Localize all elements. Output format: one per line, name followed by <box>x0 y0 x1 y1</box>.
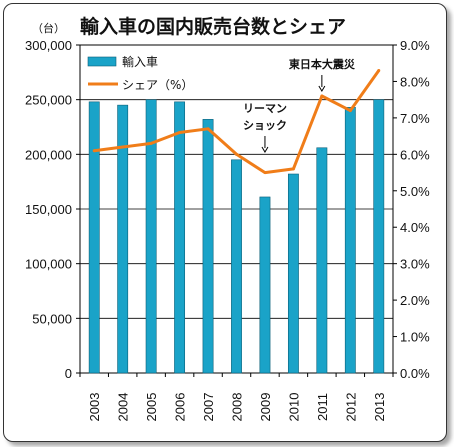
chart-title: 輸入車の国内販売台数とシェア <box>80 15 346 38</box>
annotation-label: リーマン <box>243 102 287 115</box>
y-right-tick-label: 5.0% <box>400 184 430 199</box>
x-tick-label: 2004 <box>116 393 131 422</box>
y-left-tick-label: 100,000 <box>25 257 72 272</box>
x-tick-label: 2003 <box>87 393 102 422</box>
x-tick-label: 2010 <box>286 393 301 422</box>
y-right-tick-label: 1.0% <box>400 330 430 345</box>
bar <box>316 147 328 374</box>
legend-line-label: シェア（%） <box>122 78 193 92</box>
bar <box>202 119 214 374</box>
y-right-tick-label: 6.0% <box>400 147 430 162</box>
share-point <box>320 94 324 98</box>
bar <box>344 107 356 374</box>
x-tick-label: 2007 <box>201 393 216 422</box>
bar <box>373 99 385 374</box>
bar <box>287 173 299 374</box>
x-tick-label: 2011 <box>315 393 330 421</box>
y-left-tick-label: 250,000 <box>25 93 72 108</box>
x-tick-label: 2013 <box>372 393 387 422</box>
bar <box>88 101 100 374</box>
y-left-tick-label: 50,000 <box>32 311 72 326</box>
y-left-tick-label: 150,000 <box>25 202 72 217</box>
share-point <box>377 69 381 73</box>
x-tick-label: 2012 <box>343 393 358 422</box>
legend-bar-swatch <box>87 56 117 67</box>
y-right-tick-label: 3.0% <box>400 257 430 272</box>
annotation-label: 東日本大震災 <box>289 57 356 71</box>
y-right-tick-label: 7.0% <box>400 111 430 126</box>
bar <box>145 99 157 374</box>
x-tick-label: 2006 <box>173 393 188 422</box>
y-unit-label: （台） <box>32 21 65 35</box>
y-left-tick-label: 200,000 <box>25 147 72 162</box>
share-point <box>235 152 238 156</box>
y-right-tick-label: 8.0% <box>400 74 430 89</box>
bar <box>174 101 186 374</box>
bar <box>231 159 242 374</box>
share-point <box>178 130 182 134</box>
x-tick-label: 2005 <box>144 393 159 422</box>
x-tick-label: 2008 <box>230 393 245 422</box>
legend-bar-label: 輸入車 <box>122 54 158 69</box>
y-left-tick-label: 0 <box>65 366 72 381</box>
share-point <box>206 127 210 131</box>
annotation-arrowhead <box>318 85 326 92</box>
share-point <box>92 149 96 153</box>
share-point <box>263 171 267 175</box>
x-tick-label: 2009 <box>258 393 273 422</box>
y-right-tick-label: 9.0% <box>400 38 430 53</box>
share-point <box>348 109 352 113</box>
y-right-tick-label: 4.0% <box>400 220 430 235</box>
y-right-tick-label: 2.0% <box>400 293 430 308</box>
y-right-tick-label: 0.0% <box>400 366 430 381</box>
share-point <box>291 167 295 171</box>
share-point <box>149 141 153 145</box>
annotation-arrowhead <box>261 146 269 153</box>
bar <box>259 196 271 374</box>
share-point <box>121 145 125 149</box>
annotation-label: ショック <box>243 119 287 132</box>
legend: 輸入車 シェア（%） <box>87 54 193 92</box>
y-left-tick-label: 300,000 <box>25 38 72 53</box>
bar <box>117 104 129 374</box>
